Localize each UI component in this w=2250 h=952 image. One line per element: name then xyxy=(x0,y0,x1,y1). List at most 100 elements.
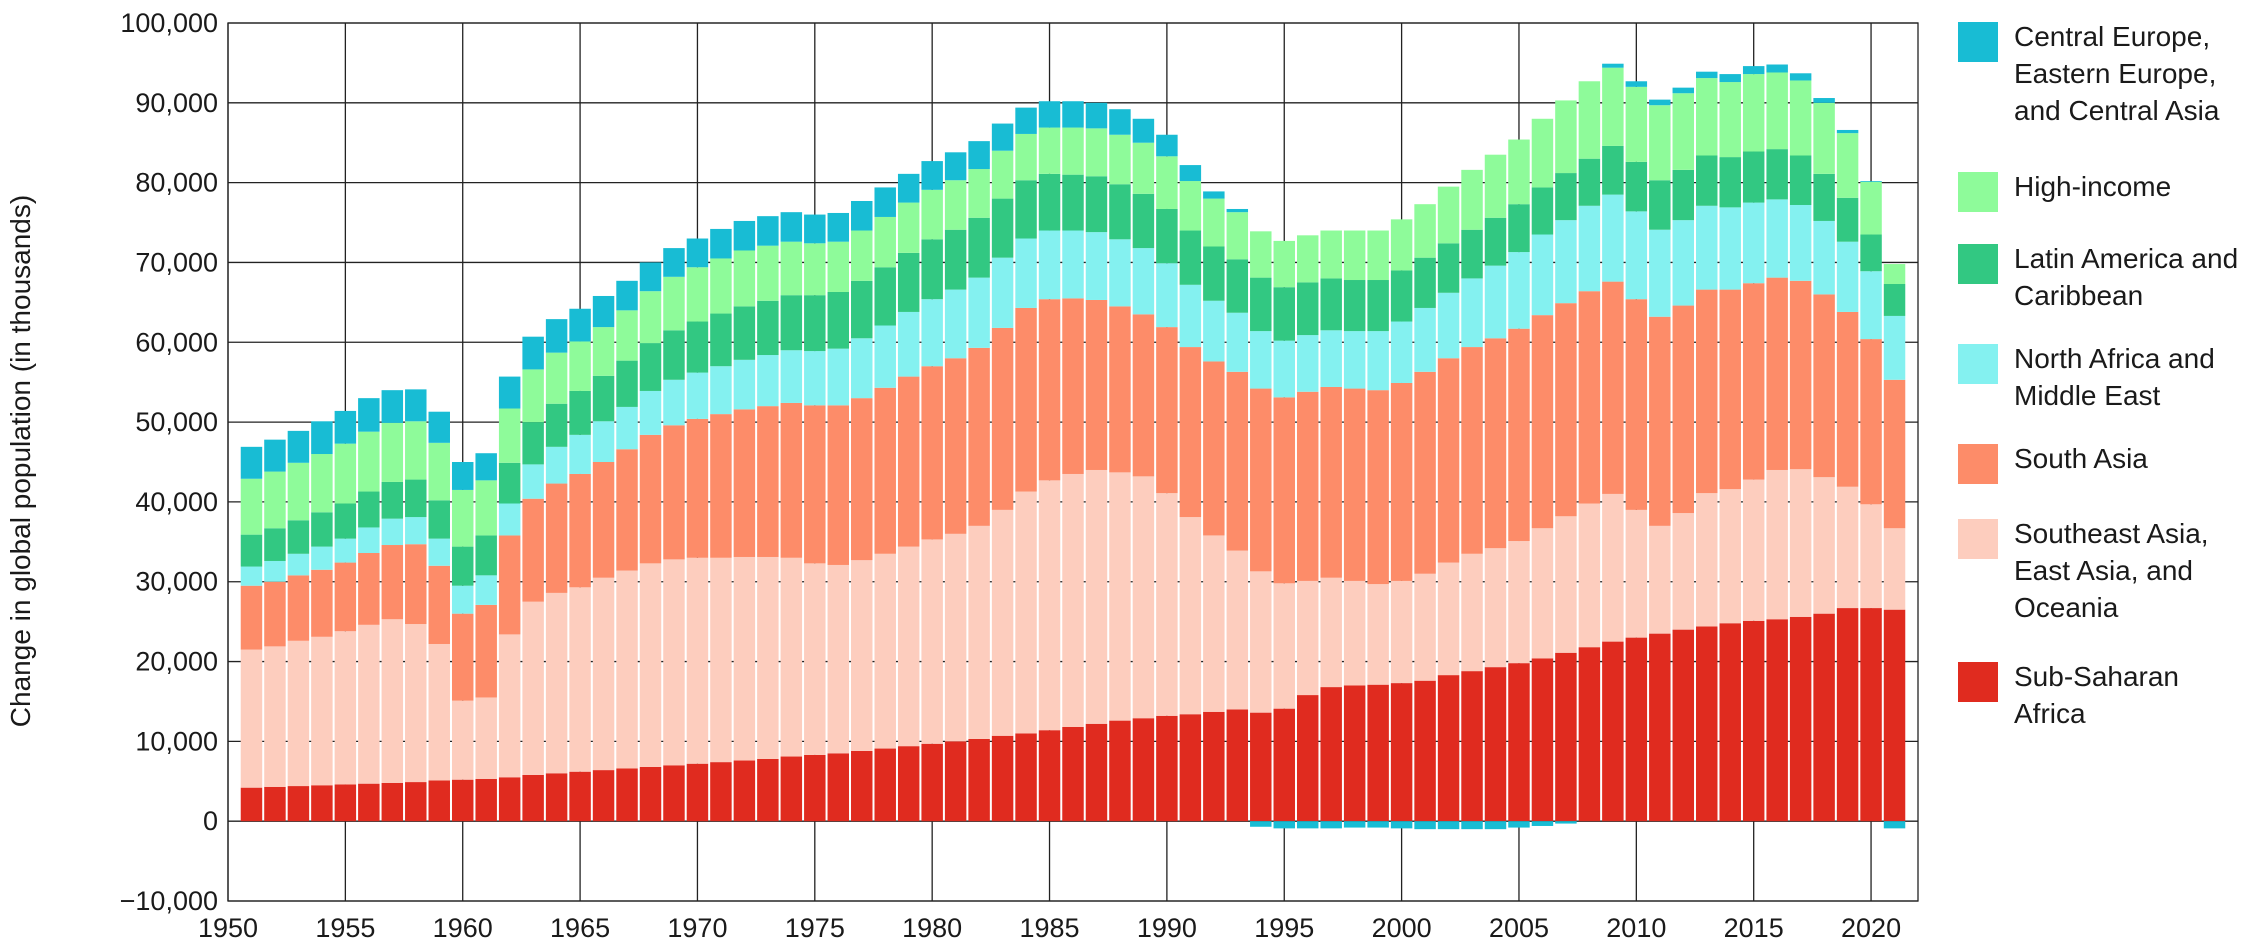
bar-segment xyxy=(897,202,920,253)
bar-segment xyxy=(1883,264,1906,285)
bar-segment xyxy=(1883,609,1906,822)
bar-segment xyxy=(498,777,521,822)
bar-segment xyxy=(592,577,615,771)
bar-segment xyxy=(1273,397,1295,584)
bar-segment xyxy=(663,425,685,560)
bar-segment xyxy=(1203,711,1225,822)
bar-segment xyxy=(1367,230,1389,281)
bar-segment xyxy=(757,245,779,301)
bar-segment xyxy=(1367,331,1389,391)
bar-segment xyxy=(1179,230,1202,285)
bar-segment xyxy=(1555,173,1577,221)
bar-segment xyxy=(1625,161,1648,212)
bar-segment xyxy=(1062,473,1084,727)
bar-segment xyxy=(545,773,568,822)
bar-segment xyxy=(569,390,591,435)
y-tick-label: 40,000 xyxy=(135,487,218,517)
bar-segment xyxy=(1015,238,1037,308)
bar-segment xyxy=(1531,821,1554,826)
bar-segment xyxy=(1531,118,1554,188)
bar-segment xyxy=(1226,259,1249,313)
bar-segment xyxy=(1625,211,1648,300)
bar-segment xyxy=(1742,479,1765,621)
bar-segment xyxy=(358,491,380,528)
bar-segment xyxy=(780,241,803,296)
bar-segment xyxy=(522,601,544,775)
bar-segment xyxy=(921,299,943,367)
bar-segment xyxy=(451,585,474,614)
bar-segment xyxy=(1062,101,1084,128)
bar-segment xyxy=(1672,220,1695,306)
bar-segment xyxy=(1109,306,1131,473)
bar-segment xyxy=(592,421,615,462)
bar-segment xyxy=(1484,667,1507,822)
bar-segment xyxy=(475,535,497,576)
axes xyxy=(227,22,1919,902)
bar-segment xyxy=(1836,241,1859,312)
bar-segment xyxy=(710,762,732,822)
bar-segment xyxy=(1367,584,1389,685)
bar-segment xyxy=(1602,194,1624,282)
bar-segment xyxy=(710,557,732,763)
bar-segment xyxy=(1742,202,1765,284)
bar-segment xyxy=(1085,176,1108,233)
bar-segment xyxy=(851,280,873,339)
bar-segment xyxy=(1414,307,1436,372)
bar-segment xyxy=(287,575,310,641)
bar-segment xyxy=(1273,340,1295,398)
bar-segment xyxy=(381,481,404,519)
bar-segment xyxy=(311,512,333,547)
bar-segment xyxy=(1696,289,1718,494)
bar-segment xyxy=(405,479,427,518)
bar-segment xyxy=(451,613,474,701)
bar-segment xyxy=(475,604,497,698)
legend-label: Southeast Asia, East Asia, and Oceania xyxy=(2014,518,2209,623)
bar-segment xyxy=(1203,535,1225,712)
bar-segment xyxy=(1461,671,1483,822)
bar-segment xyxy=(334,410,357,444)
bar-segment xyxy=(710,414,732,558)
bar-segment xyxy=(1789,73,1812,81)
bar-segment xyxy=(757,556,779,759)
bar-segment xyxy=(733,359,756,410)
bar-segment xyxy=(451,700,474,780)
bar-segment xyxy=(1132,193,1155,249)
bar-segment xyxy=(358,624,380,784)
bar-segment xyxy=(1015,733,1037,822)
bar-segment xyxy=(1437,562,1460,676)
bar-segment xyxy=(287,462,310,521)
bar-segment xyxy=(968,217,990,278)
bar-segment xyxy=(1789,80,1812,156)
bar-segment xyxy=(522,369,544,423)
y-tick-label: 70,000 xyxy=(135,247,218,277)
bar-segment xyxy=(1555,821,1577,824)
bar-segment xyxy=(498,376,521,409)
bar-segment xyxy=(287,520,310,554)
bar-segment xyxy=(1836,133,1859,198)
bar-segment xyxy=(311,785,333,822)
bar-segment xyxy=(804,405,826,564)
bar-segment xyxy=(663,379,685,426)
bar-segment xyxy=(1414,680,1436,822)
bar-segment xyxy=(780,295,803,351)
bar-segment xyxy=(1789,616,1812,822)
bar-segment xyxy=(1414,257,1436,308)
bar-segment xyxy=(264,646,286,787)
bar-segment xyxy=(804,563,826,755)
bar-segment xyxy=(1860,608,1882,822)
bar-segment xyxy=(1179,714,1202,822)
legend-label: High-income xyxy=(2014,171,2172,202)
bar-segment xyxy=(616,449,638,571)
bar-segment xyxy=(1484,217,1507,266)
bar-segment xyxy=(1390,683,1413,822)
bar-segment xyxy=(545,446,568,484)
bar-segment xyxy=(944,180,967,230)
bar-segment xyxy=(287,640,310,787)
bar-segment xyxy=(1320,687,1342,822)
bar-segment xyxy=(1343,230,1366,281)
bar-segment xyxy=(1649,316,1671,526)
y-tick-labels: −10,000 0 10,000 20,000 30,000 40,000 50,000 60… xyxy=(120,8,218,916)
bars xyxy=(240,63,1906,830)
bar-segment xyxy=(475,778,497,822)
bar-segment xyxy=(358,398,380,432)
